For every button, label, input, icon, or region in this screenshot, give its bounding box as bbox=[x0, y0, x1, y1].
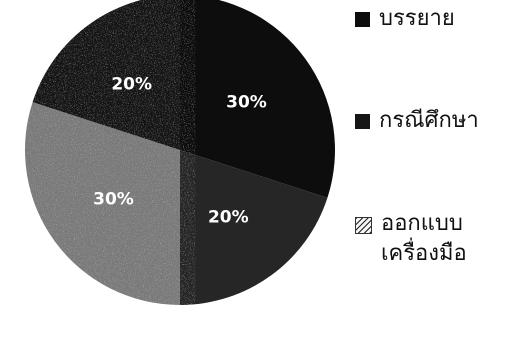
legend-swatch-case-study bbox=[355, 114, 370, 129]
legend-swatch-tool-design bbox=[355, 217, 372, 234]
legend-item-tool-design: ออกแบบ เครื่องมือ bbox=[355, 209, 467, 269]
legend-swatch-lecture bbox=[355, 12, 370, 27]
pie-slice-labels: 30% 20% 30% 20% bbox=[93, 75, 267, 228]
legend-item-lecture: บรรยาย bbox=[355, 4, 455, 34]
pie-slice-0 bbox=[180, 0, 335, 198]
pie-slice-label-2: 30% bbox=[93, 189, 134, 209]
legend-label-lecture: บรรยาย bbox=[379, 6, 455, 31]
legend-label-tool-design: ออกแบบ เครื่องมือ bbox=[381, 211, 467, 266]
pie-slice-label-1: 20% bbox=[111, 75, 152, 95]
pie-slice-3 bbox=[180, 150, 328, 305]
legend: บรรยาย กรณีศึกษา ออกแบบ เครื่องมือ bbox=[355, 0, 505, 337]
pie-slice-label-0: 30% bbox=[226, 93, 267, 113]
pie-slice-label-3: 20% bbox=[208, 208, 249, 228]
legend-label-case-study: กรณีศึกษา bbox=[379, 108, 479, 133]
legend-item-case-study: กรณีศึกษา bbox=[355, 106, 479, 136]
